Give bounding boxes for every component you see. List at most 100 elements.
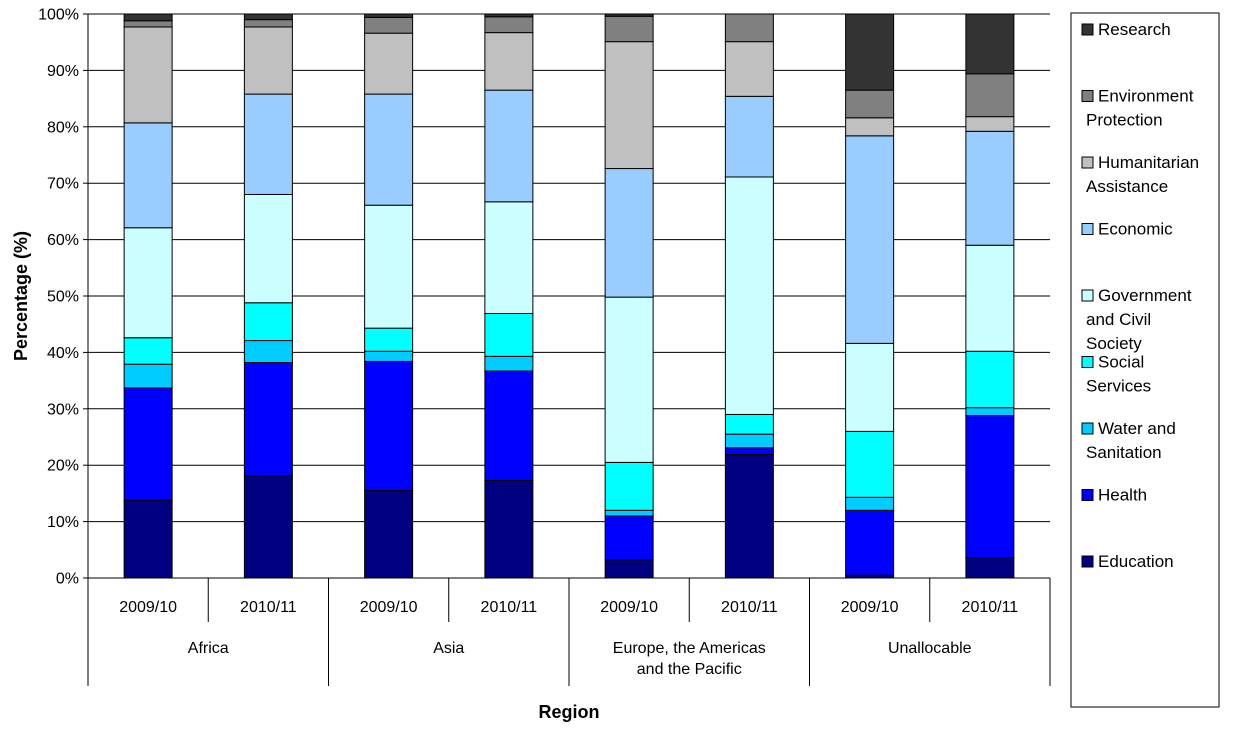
legend-box [1070,12,1220,708]
x-category-label: 2009/10 [119,599,177,616]
bars [123,13,1015,579]
bar-segment [364,490,414,579]
bar-segment [845,496,895,511]
bar-segment [243,475,293,579]
y-tick-label: 100% [38,7,79,24]
gridlines [88,13,1050,579]
legend: Research Environment Protection Humanitaria… [1070,12,1220,708]
bar-segment [243,302,293,342]
legend-label: Health [1098,486,1147,505]
bar-segment [484,201,534,314]
bar-segment [965,415,1015,559]
bar-segment [364,204,414,329]
x-group-label: Unallocable [888,640,972,657]
bar-segment [604,41,654,170]
x-category-label: 2009/10 [600,599,658,616]
legend-label: Government and Civil Society [1086,286,1192,353]
legend-swatch [1081,289,1094,302]
bar-segment [845,13,895,91]
bar-segment [965,407,1015,417]
bar-segment [123,337,173,365]
bar-segment [243,193,293,304]
bar-segment [484,312,534,357]
legend-item: Environment Protection [1081,87,1194,130]
legend-label: Social Services [1086,353,1151,396]
bar-segment [243,13,293,21]
bar-segment [724,41,774,97]
bar-segment [243,19,293,28]
y-tick-label: 0% [56,571,79,588]
bar-segment [604,461,654,511]
legend-label: Water and Sanitation [1086,419,1176,462]
x-category-label: 2010/11 [481,599,538,616]
bar-segment [123,363,173,389]
bar-segment [845,89,895,119]
bar-segment [123,499,173,579]
bar-segment [965,244,1015,352]
bar-segment [965,557,1015,579]
bar-segment [724,95,774,178]
bar-segment [845,509,895,576]
bar-segment [604,515,654,561]
bar-segment [484,89,534,203]
bar-segment [123,227,173,339]
bar-segment [484,32,534,91]
bar-segment [243,340,293,364]
bar-segment [604,296,654,463]
bar-segment [364,360,414,492]
y-tick-label: 80% [47,119,79,136]
x-category-label: 2010/11 [240,599,297,616]
x-category-label: 2009/10 [360,599,418,616]
x-category-labels: 2009/10 2010/11 2009/10 2010/11 2009/10 2010/… [119,599,1018,678]
bar-segment [965,116,1015,132]
legend-label: Environment Protection [1086,87,1194,130]
bar-segment [364,32,414,95]
bar-segment [724,176,774,415]
bar-segment [845,342,895,432]
bar-segment [123,20,173,28]
bar-segment [123,26,173,124]
legend-swatch [1081,223,1094,235]
bar-segment [243,26,293,95]
legend-item: Government and Civil Society [1081,286,1192,353]
bar-segment [484,370,534,481]
y-tick-labels: 0% 10% 20% 30% 40% 50% 60% 70% 80% 90% 100% [38,7,79,588]
legend-swatch [1081,489,1094,501]
bar-segment [364,13,414,18]
x-group-label: Asia [433,640,464,657]
legend-swatch [1081,23,1094,36]
bar-segment [604,559,654,579]
bar-segment [965,13,1015,75]
legend-item: Social Services [1081,353,1151,396]
x-axis-title: Region [539,702,600,722]
legend-label: Humanitarian Assistance [1086,153,1199,196]
bar-segment [484,355,534,372]
bar-segment [845,135,895,344]
axes [83,13,1051,686]
legend-label: Economic [1098,220,1173,239]
y-tick-label: 50% [47,289,79,306]
bar-segment [604,15,654,43]
legend-item: Water and Sanitation [1081,419,1176,462]
bar-segment [484,13,534,18]
y-tick-label: 20% [47,458,79,475]
legend-swatch [1081,422,1094,435]
bar-segment [724,447,774,455]
legend-swatch [1081,90,1094,102]
bar-segment [364,350,414,362]
x-category-label: 2010/11 [721,599,778,616]
y-tick-label: 30% [47,401,79,418]
legend-item: Research [1081,20,1171,39]
bar-segment [123,13,173,22]
legend-swatch [1081,356,1094,368]
legend-label: Education [1098,552,1174,571]
bar-segment [484,16,534,34]
bar-segment [724,453,774,579]
y-tick-label: 40% [47,345,79,362]
bar-segment [724,413,774,435]
legend-item: Education [1081,552,1174,571]
legend-swatch [1081,555,1094,568]
bar-segment [243,93,293,195]
